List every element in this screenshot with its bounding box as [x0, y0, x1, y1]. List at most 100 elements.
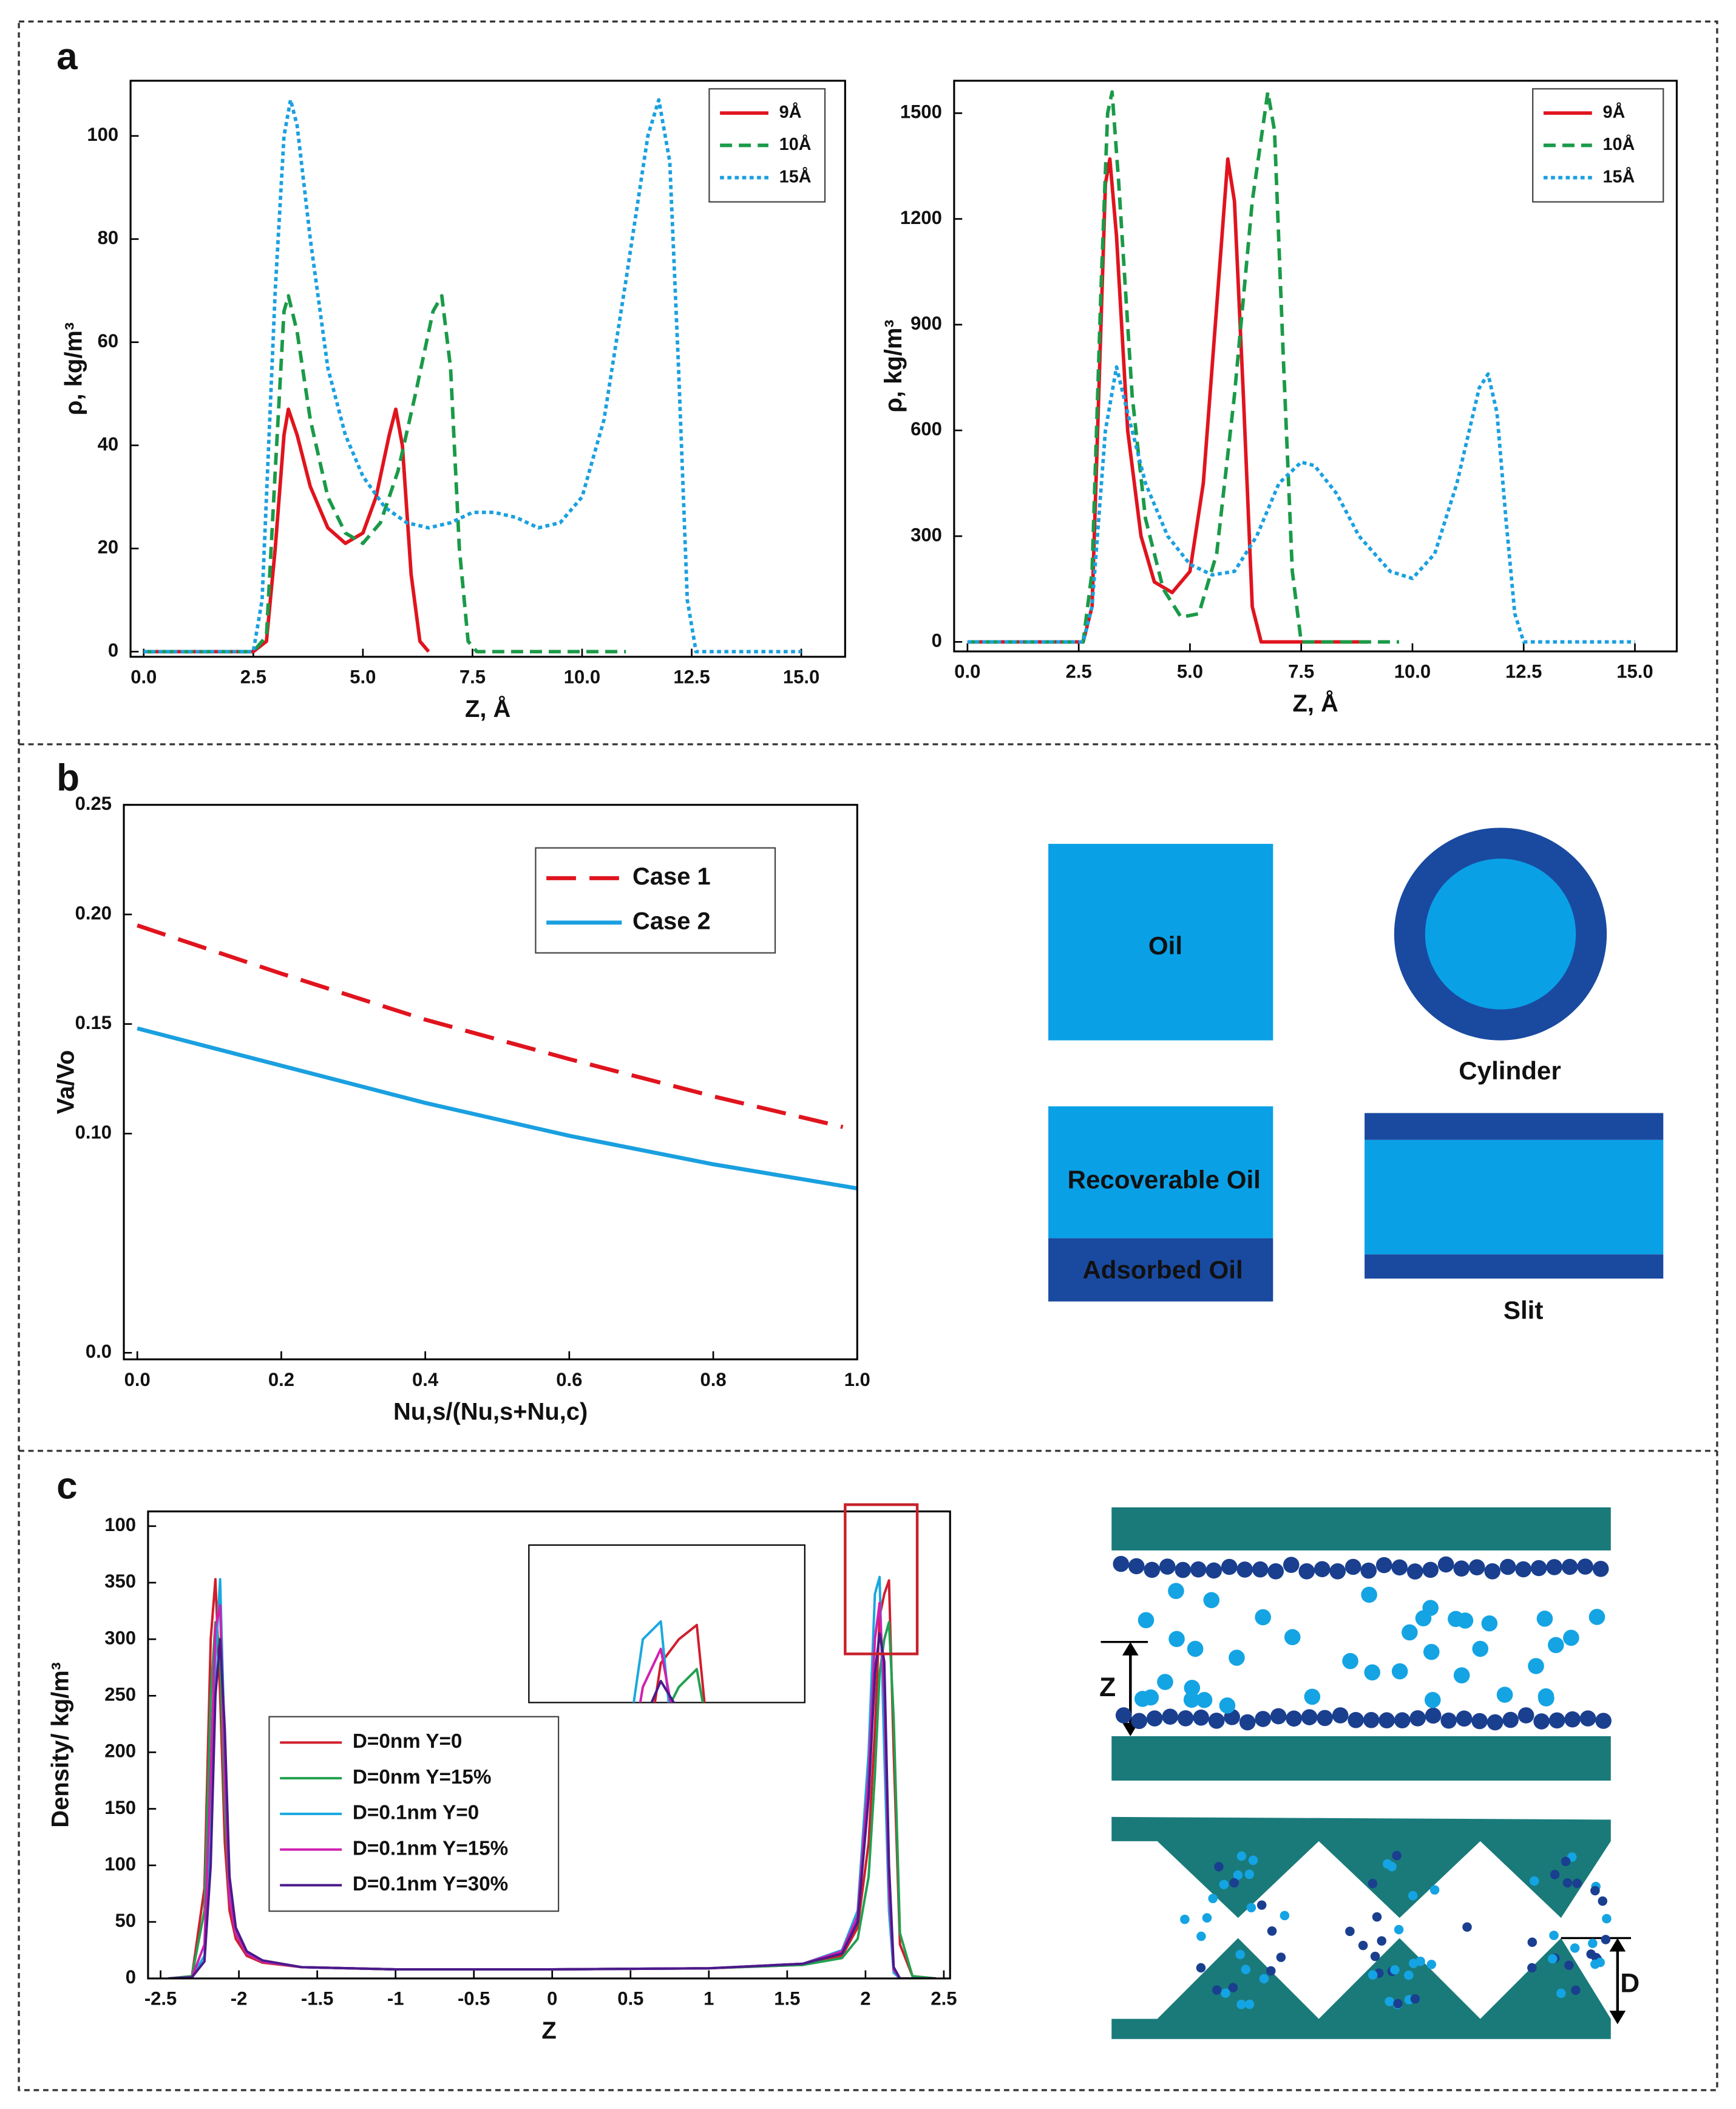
particle: [1317, 1710, 1333, 1727]
x-tick-label: -1.5: [301, 1988, 333, 2009]
particle: [1387, 1861, 1397, 1872]
particle: [1372, 1912, 1382, 1922]
panel-label: b: [56, 757, 80, 799]
plate: [1111, 1736, 1611, 1781]
x-axis-label: Nu,s/(Nu,s+Nu,c): [393, 1398, 588, 1425]
y-axis-label: ρ, kg/m³: [880, 319, 907, 412]
particle: [1590, 1959, 1600, 1969]
legend-label: 9Å: [1602, 102, 1625, 122]
legend-label: D=0.1nm Y=15%: [353, 1837, 508, 1859]
particle: [1221, 1558, 1238, 1575]
x-tick-label: 10.0: [1394, 661, 1431, 682]
particle: [1196, 1963, 1206, 1973]
legend-label: Case 1: [632, 863, 711, 890]
particle: [1410, 1994, 1420, 2004]
x-tick-label: 5.0: [350, 667, 376, 688]
particle: [1187, 1640, 1204, 1657]
particle: [1425, 1707, 1442, 1724]
plot-frame: [953, 80, 1678, 653]
particle: [1589, 1609, 1605, 1625]
particle: [1364, 1664, 1381, 1681]
oil-label: Oil: [1148, 931, 1182, 960]
particle: [1361, 1586, 1377, 1603]
y-tick-label: 250: [104, 1683, 136, 1705]
particle: [1546, 1559, 1562, 1575]
particle: [1329, 1563, 1346, 1580]
x-tick-label: 12.5: [673, 667, 710, 688]
particle: [1298, 1563, 1315, 1580]
x-tick-label: 2: [860, 1988, 870, 2009]
series-line: [143, 98, 802, 654]
x-tick-label: -1: [387, 1988, 404, 2009]
particle: [1527, 1963, 1537, 1973]
particle: [1214, 1862, 1224, 1872]
particle: [1168, 1583, 1184, 1599]
particle: [1286, 1710, 1302, 1727]
particle: [1424, 1691, 1441, 1708]
particle: [1229, 1878, 1239, 1888]
particle: [1368, 1878, 1378, 1889]
particle: [1368, 1970, 1378, 1980]
y-tick-label: 100: [104, 1853, 136, 1875]
plate: [1111, 1507, 1611, 1550]
particle: [1255, 1711, 1271, 1727]
particle: [1404, 1970, 1414, 1980]
y-tick-label: 0.0: [86, 1341, 112, 1362]
cylinder-label: Cylinder: [1459, 1056, 1561, 1085]
particle: [1131, 1713, 1148, 1730]
series-line: [967, 157, 1368, 644]
particle: [1533, 1713, 1550, 1730]
y-tick-label: 20: [98, 537, 119, 558]
x-axis-label: Z, Å: [465, 695, 510, 722]
particle: [1423, 1643, 1440, 1660]
x-tick-label: 0.8: [700, 1369, 726, 1390]
particle: [1332, 1707, 1349, 1724]
zoom-box: [844, 1503, 919, 1656]
particle: [1229, 1649, 1245, 1666]
particle: [1375, 1557, 1392, 1574]
particle: [1344, 1558, 1361, 1575]
y-axis-label: Va/Vo: [52, 1050, 79, 1115]
y-tick-label: 0: [126, 1966, 136, 1988]
particle: [1196, 1691, 1213, 1708]
particle: [1219, 1880, 1229, 1889]
chart: 0.0 2.5 5.0 7.5 10.0 12.5 15.0 0 20 40 60 80 100 Z, Å…: [61, 80, 846, 722]
particle: [1228, 1983, 1238, 1992]
chart: -2.5 -2 -1.5 -1 -0.5 0 0.5 1 1.5 2 2.5 0 50 100 150 200…: [47, 1503, 957, 2044]
particle: [1561, 1558, 1578, 1575]
particle: [1548, 1637, 1564, 1654]
x-tick-label: 1.5: [774, 1988, 800, 2009]
x-tick-label: 0.0: [131, 667, 157, 688]
legend-box: [535, 847, 776, 954]
particle: [1385, 1997, 1394, 2006]
panel-label: a: [56, 36, 78, 78]
particle: [1536, 1611, 1553, 1627]
particle: [1595, 1713, 1612, 1729]
particle: [1538, 1690, 1555, 1707]
particle: [1390, 1965, 1400, 1975]
particle: [1393, 1999, 1403, 2009]
particle: [1402, 1624, 1418, 1641]
series-line: [653, 1623, 706, 1703]
particle: [1528, 1658, 1544, 1674]
particle: [1202, 1913, 1212, 1923]
y-tick-label: 40: [98, 433, 119, 455]
particle: [1586, 1949, 1596, 1959]
series-line: [143, 407, 430, 654]
x-tick-label: 0.0: [954, 661, 980, 682]
particle: [1177, 1710, 1194, 1727]
particle: [1183, 1691, 1200, 1708]
outer-border: [18, 20, 1718, 2091]
particle: [1248, 1855, 1258, 1866]
particle: [1284, 1629, 1301, 1646]
y-tick-label: 150: [104, 1797, 136, 1818]
y-tick-label: 100: [104, 1514, 136, 1535]
particle: [1244, 1869, 1255, 1880]
particle: [1236, 1561, 1253, 1578]
particle: [1252, 1561, 1269, 1578]
particle: [1564, 1711, 1581, 1728]
particle: [1577, 1558, 1593, 1575]
recoverable-label: Recoverable Oil: [1068, 1166, 1261, 1194]
particle: [1128, 1558, 1145, 1575]
particle: [1422, 1561, 1439, 1578]
